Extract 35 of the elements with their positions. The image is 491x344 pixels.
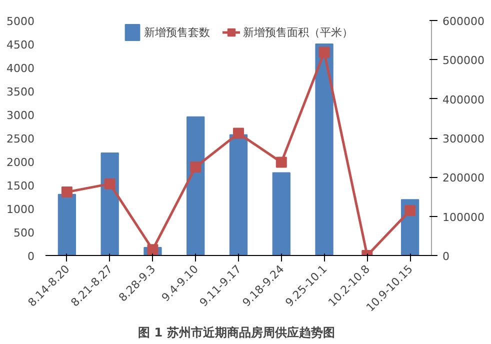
y-tick-label: 1000: [6, 203, 35, 216]
point: [147, 244, 158, 256]
y2-tick-label: 200000: [442, 172, 484, 185]
y2-tick-label: 600000: [442, 15, 484, 28]
legend-label: 新增预售面积（平米）: [243, 24, 353, 40]
point: [61, 186, 72, 198]
y-tick-label: 3500: [6, 86, 35, 98]
y-tick-label: 5000: [6, 15, 35, 28]
legend-label: 新增预售套数: [144, 24, 210, 40]
y2-tick-label: 400000: [442, 93, 484, 106]
y-tick-label: 0: [28, 250, 34, 263]
bar: [229, 134, 248, 256]
text: 图 1 苏州市近期商品房周供应趋势图: [138, 326, 335, 340]
y-tick-label: 2500: [6, 132, 35, 146]
y-tick-label: 1500: [6, 180, 35, 192]
point: [276, 156, 287, 168]
bar: [315, 44, 334, 256]
point: [404, 204, 416, 216]
y-tick-label: 500: [14, 226, 35, 240]
y-tick-label: 2000: [6, 156, 35, 169]
point: [233, 128, 244, 139]
bar: [186, 116, 205, 256]
point: [104, 178, 116, 190]
y-tick-label: 4500: [6, 38, 35, 52]
y-tick-label: 4000: [6, 62, 35, 75]
point: [190, 161, 202, 172]
bar: [272, 172, 290, 256]
bar: [58, 194, 76, 256]
point: [318, 46, 330, 58]
y2-tick-label: 500000: [442, 54, 484, 68]
y2-tick-label: 300000: [442, 132, 484, 146]
y2-tick-label: 0: [442, 250, 450, 263]
y2-tick-label: 100000: [442, 210, 484, 224]
y-tick-label: 3000: [6, 109, 35, 122]
bar: [100, 152, 119, 256]
